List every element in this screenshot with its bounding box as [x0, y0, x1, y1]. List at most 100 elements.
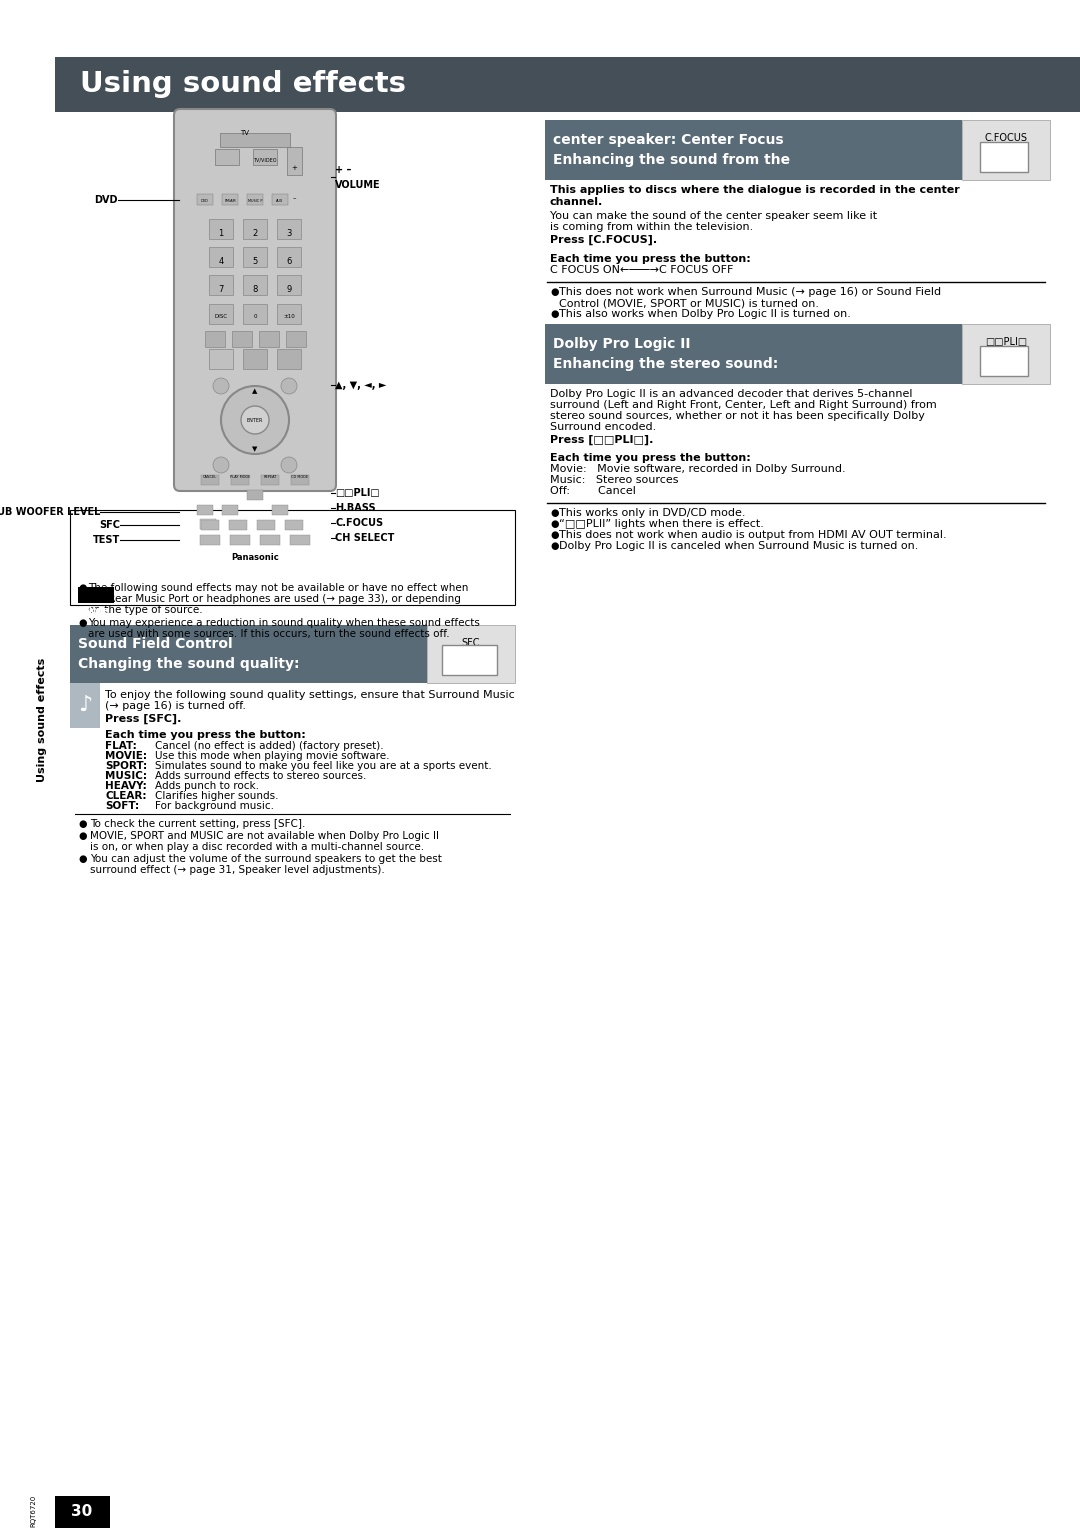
Bar	[962, 121, 1050, 180]
Text: PLAY MODE: PLAY MODE	[230, 475, 251, 478]
Text: MUSIC:: MUSIC:	[105, 772, 147, 781]
Bar	[291, 475, 309, 484]
Bar	[276, 304, 301, 324]
Text: REPEAT: REPEAT	[264, 475, 276, 478]
Text: AUX: AUX	[276, 199, 284, 203]
Bar	[231, 475, 249, 484]
Text: TV: TV	[240, 130, 249, 136]
Text: channel.: channel.	[550, 197, 604, 206]
Bar	[962, 324, 1050, 384]
Text: This applies to discs where the dialogue is recorded in the center: This applies to discs where the dialogue…	[550, 185, 960, 196]
Text: Dolby Pro Logic II is an advanced decoder that derives 5-channel: Dolby Pro Logic II is an advanced decode…	[550, 390, 913, 399]
Text: stereo sound sources, whether or not it has been specifically Dolby: stereo sound sources, whether or not it …	[550, 411, 924, 422]
Text: MUSIC P: MUSIC P	[247, 199, 262, 203]
Bar	[243, 248, 267, 267]
Text: Each time you press the button:: Each time you press the button:	[550, 254, 751, 264]
Bar	[201, 475, 219, 484]
Bar	[200, 520, 216, 529]
Text: Enhancing the sound from the: Enhancing the sound from the	[553, 153, 791, 167]
Text: This does not work when Surround Music (→ page 16) or Sound Field: This does not work when Surround Music (…	[559, 287, 941, 296]
Bar	[210, 219, 233, 238]
Text: Control (MOVIE, SPORT or MUSIC) is turned on.: Control (MOVIE, SPORT or MUSIC) is turne…	[559, 298, 819, 309]
Text: ♪: ♪	[78, 695, 92, 715]
Bar	[200, 535, 220, 545]
Text: SUB WOOFER LEVEL: SUB WOOFER LEVEL	[0, 507, 100, 516]
Text: ●: ●	[550, 287, 558, 296]
Text: CH SELECT: CH SELECT	[335, 533, 394, 542]
Bar	[980, 345, 1028, 376]
Bar	[287, 147, 302, 176]
Bar	[215, 150, 239, 165]
Text: are used with some sources. If this occurs, turn the sound effects off.: are used with some sources. If this occu…	[87, 630, 449, 639]
Text: 2: 2	[253, 229, 258, 238]
Text: ●: ●	[550, 309, 558, 319]
Bar	[545, 324, 962, 384]
Text: Press [SFC].: Press [SFC].	[105, 714, 181, 724]
Text: ●: ●	[78, 854, 86, 863]
Bar	[291, 535, 310, 545]
Text: Dolby Pro Logic II is canceled when Surround Music is turned on.: Dolby Pro Logic II is canceled when Surr…	[559, 541, 918, 552]
Text: Music:   Stereo sources: Music: Stereo sources	[550, 475, 678, 484]
Text: This does not work when audio is output from HDMI AV OUT terminal.: This does not work when audio is output …	[559, 530, 947, 539]
Text: The following sound effects may not be available or have no effect when: The following sound effects may not be a…	[87, 584, 469, 593]
Text: Each time you press the button:: Each time you press the button:	[105, 730, 306, 740]
Text: For background music.: For background music.	[156, 801, 274, 811]
Bar	[257, 520, 275, 530]
Text: SFC: SFC	[99, 520, 120, 530]
Text: DVD: DVD	[95, 196, 118, 205]
Bar	[276, 275, 301, 295]
Text: TEST: TEST	[93, 535, 120, 545]
Text: Movie:   Movie software, recorded in Dolby Surround.: Movie: Movie software, recorded in Dolby…	[550, 465, 846, 474]
Bar	[70, 510, 515, 605]
Text: surround (Left and Right Front, Center, Left and Right Surround) from: surround (Left and Right Front, Center, …	[550, 400, 936, 410]
Bar	[55, 57, 1080, 112]
Text: Use this mode when playing movie software.: Use this mode when playing movie softwar…	[156, 750, 390, 761]
Text: Changing the sound quality:: Changing the sound quality:	[78, 657, 299, 671]
Text: 5: 5	[253, 257, 258, 266]
Text: Using sound effects: Using sound effects	[80, 70, 406, 98]
Text: This also works when Dolby Pro Logic II is turned on.: This also works when Dolby Pro Logic II …	[559, 309, 851, 319]
Circle shape	[281, 377, 297, 394]
Text: 6: 6	[286, 257, 292, 266]
Text: C FOCUS ON←───→C FOCUS OFF: C FOCUS ON←───→C FOCUS OFF	[550, 264, 733, 275]
Bar	[276, 348, 301, 368]
Text: Press [□□PLI□].: Press [□□PLI□].	[550, 435, 653, 445]
Bar	[220, 133, 291, 147]
Bar	[229, 520, 247, 530]
Bar	[253, 150, 276, 165]
Text: center speaker: Center Focus: center speaker: Center Focus	[553, 133, 784, 147]
Text: □□PLI□: □□PLI□	[335, 487, 380, 498]
Circle shape	[281, 457, 297, 474]
Text: 30: 30	[71, 1505, 93, 1519]
Text: 3: 3	[286, 229, 292, 238]
Text: CD MODE: CD MODE	[292, 475, 309, 478]
Text: DISC: DISC	[215, 313, 228, 319]
Bar	[980, 142, 1028, 173]
Circle shape	[241, 406, 269, 434]
Circle shape	[221, 387, 289, 454]
Text: on the type of source.: on the type of source.	[87, 605, 203, 614]
Bar	[260, 535, 280, 545]
Bar	[261, 475, 279, 484]
Text: the Rear Music Port or headphones are used (→ page 33), or depending: the Rear Music Port or headphones are us…	[87, 594, 461, 604]
Text: To check the current setting, press [SFC].: To check the current setting, press [SFC…	[90, 819, 306, 830]
Text: is on, or when play a disc recorded with a multi-channel source.: is on, or when play a disc recorded with…	[90, 842, 424, 853]
Text: You can make the sound of the center speaker seem like it: You can make the sound of the center spe…	[550, 211, 877, 222]
Text: TV/VIDEO: TV/VIDEO	[253, 157, 276, 162]
Text: This works only in DVD/CD mode.: This works only in DVD/CD mode.	[559, 507, 745, 518]
Text: Using sound effects: Using sound effects	[37, 659, 48, 782]
Text: 8: 8	[253, 286, 258, 293]
Bar	[272, 194, 288, 205]
Text: Adds punch to rock.: Adds punch to rock.	[156, 781, 259, 792]
Bar	[247, 194, 264, 205]
Bar	[197, 504, 213, 515]
Bar	[78, 587, 114, 604]
Bar	[285, 520, 303, 530]
Text: –: –	[293, 196, 296, 202]
Text: Enhancing the stereo sound:: Enhancing the stereo sound:	[553, 358, 779, 371]
Text: FLAT:: FLAT:	[105, 741, 137, 750]
Text: □□PLI□: □□PLI□	[985, 338, 1027, 347]
Text: Cancel (no effect is added) (factory preset).: Cancel (no effect is added) (factory pre…	[156, 741, 383, 750]
Bar	[276, 219, 301, 238]
Text: VOLUME: VOLUME	[335, 180, 380, 189]
